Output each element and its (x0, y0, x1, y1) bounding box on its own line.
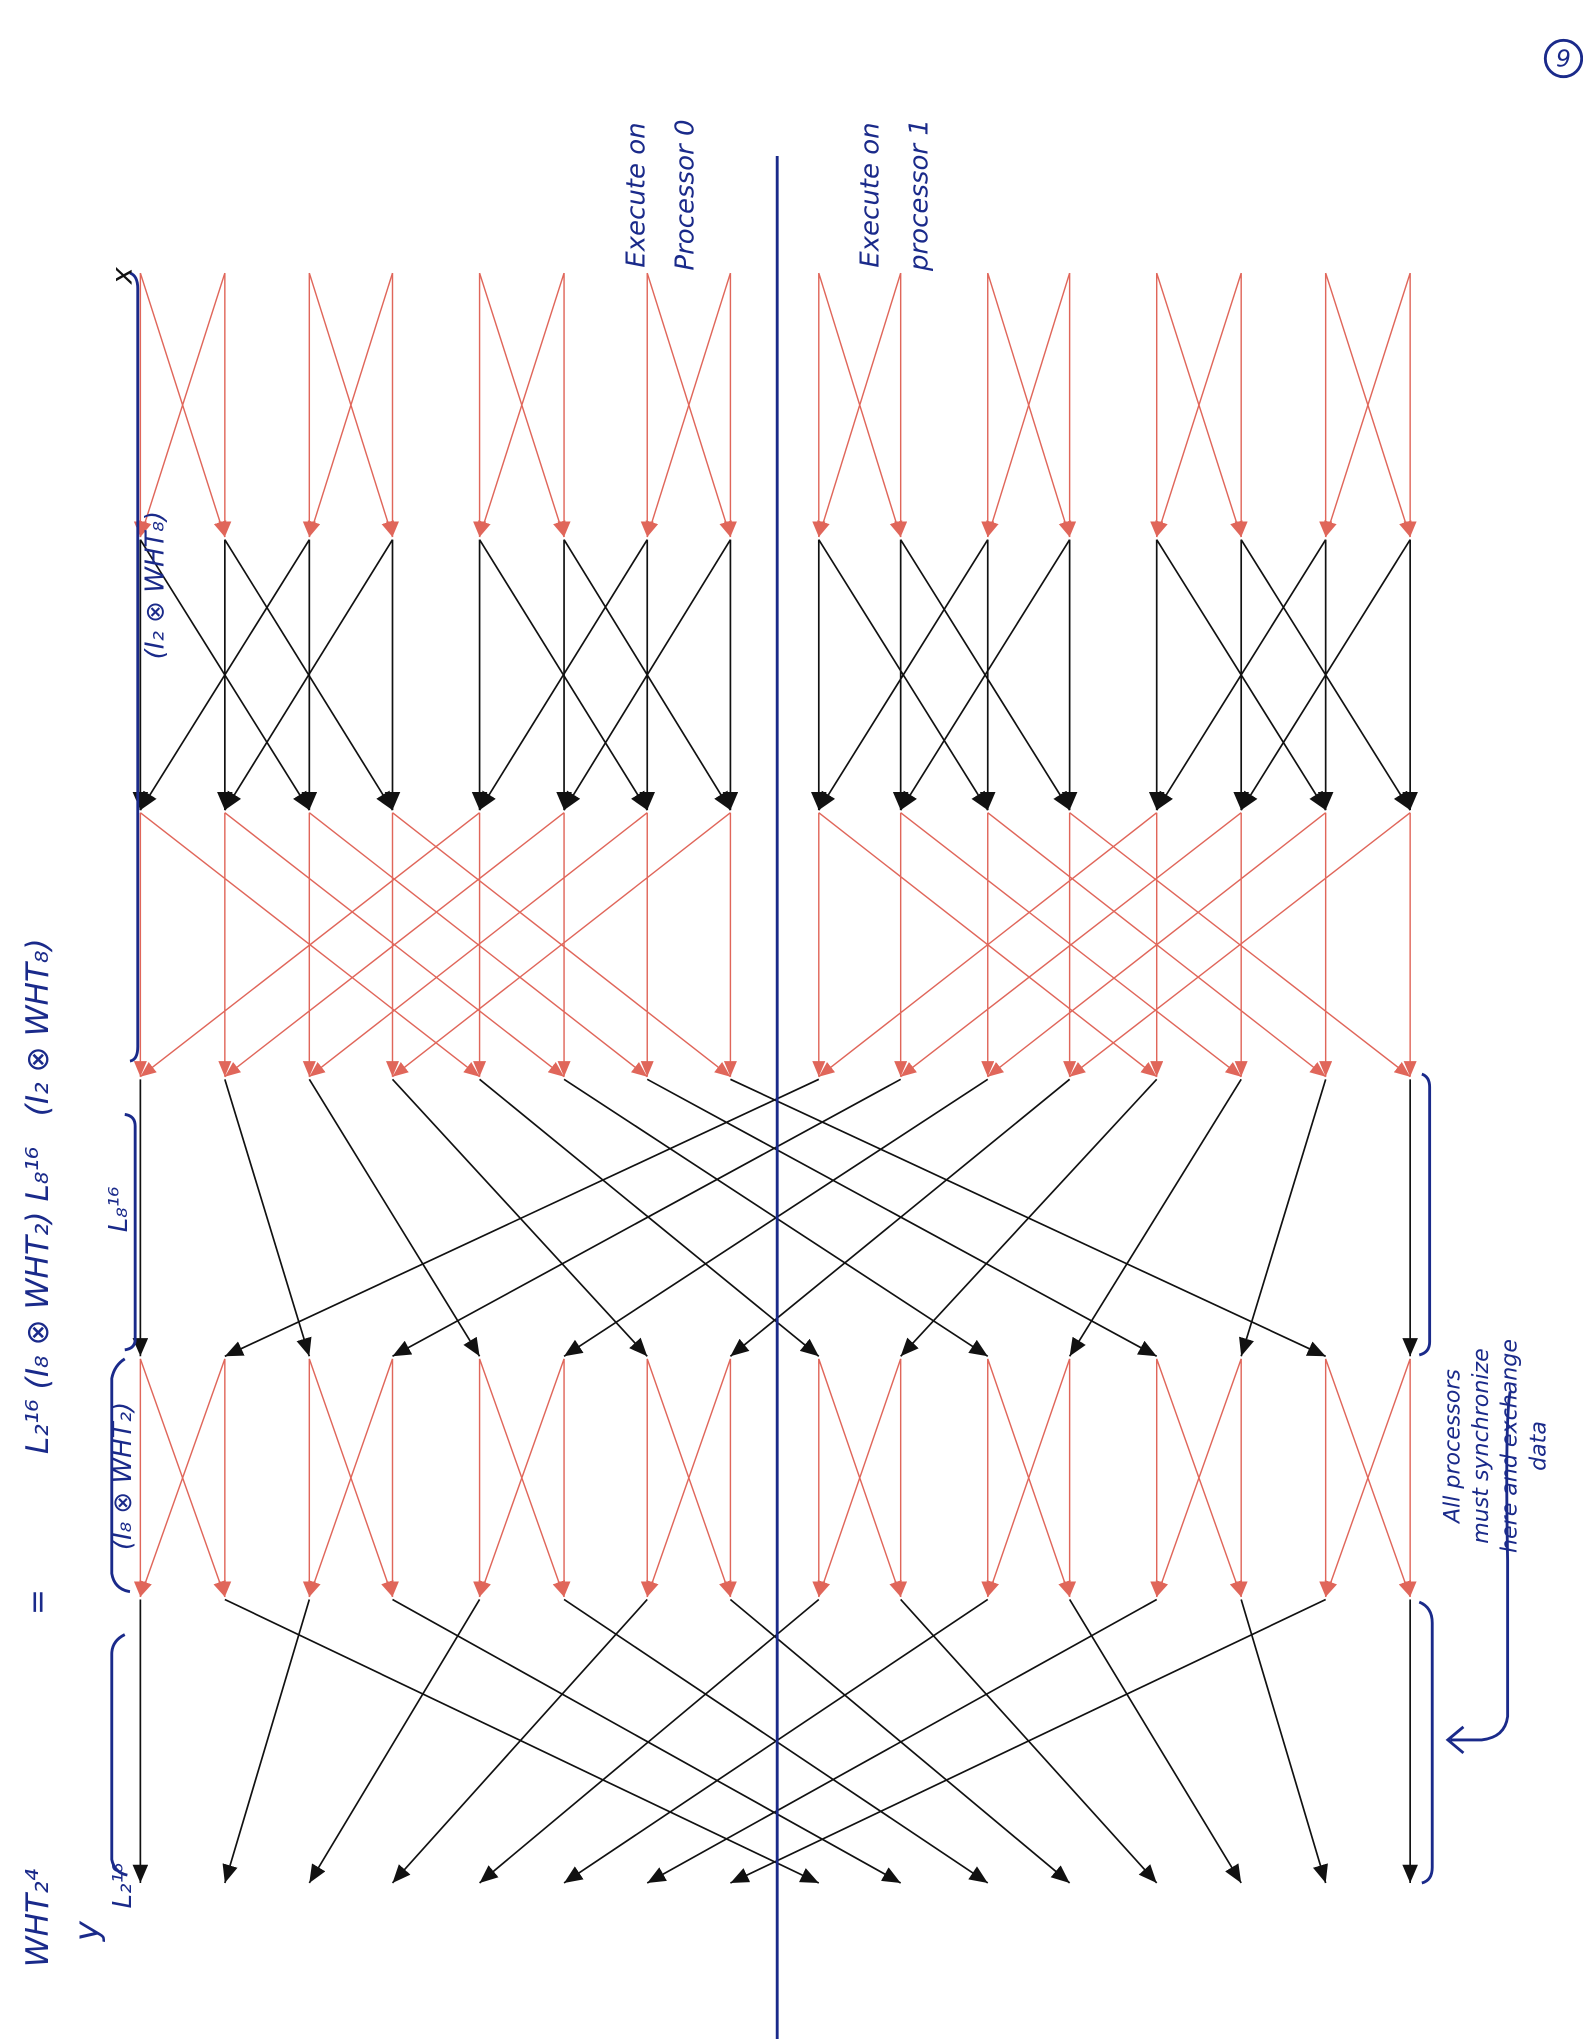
background (0, 0, 1583, 2039)
processor-label: Execute on (621, 122, 651, 267)
input-label: x (104, 266, 138, 285)
page: 9 x y WHT₂⁴ = L₂¹⁶ (I₈ ⊗ WHT₂) L₈¹⁶ (I₂ ⊗ WHT₈… (0, 0, 1583, 2039)
sync-note: must synchronize (1468, 1348, 1494, 1543)
diagram: 9 x y WHT₂⁴ = L₂¹⁶ (I₈ ⊗ WHT₂) L₈¹⁶ (I₂ ⊗ WHT₈… (0, 0, 1583, 2039)
processor-label: processor 1 (905, 119, 935, 272)
equation-part: L₂¹⁶ (I₈ ⊗ WHT₂) L₈¹⁶ (20, 1147, 56, 1455)
stage-label: (I₈ ⊗ WHT₂) (108, 1402, 138, 1550)
processor-label: Execute on (855, 122, 885, 267)
equation-part: WHT₂⁴ (20, 1868, 56, 1967)
stage-label: (I₂ ⊗ WHT₈) (140, 511, 170, 659)
equation-part: (I₂ ⊗ WHT₈) (20, 938, 56, 1116)
processor-label: Processor 0 (671, 120, 701, 271)
output-label: y (67, 1920, 106, 1942)
stage-label: L₈¹⁶ (104, 1186, 134, 1232)
sync-note: All processors (1440, 1369, 1466, 1525)
stage-label: L₂¹⁶ (108, 1863, 138, 1909)
sync-note: here and exchange (1497, 1339, 1523, 1553)
equation-part: = (20, 1589, 56, 1615)
page-number: 9 (1556, 44, 1571, 72)
sync-note: data (1525, 1421, 1551, 1471)
